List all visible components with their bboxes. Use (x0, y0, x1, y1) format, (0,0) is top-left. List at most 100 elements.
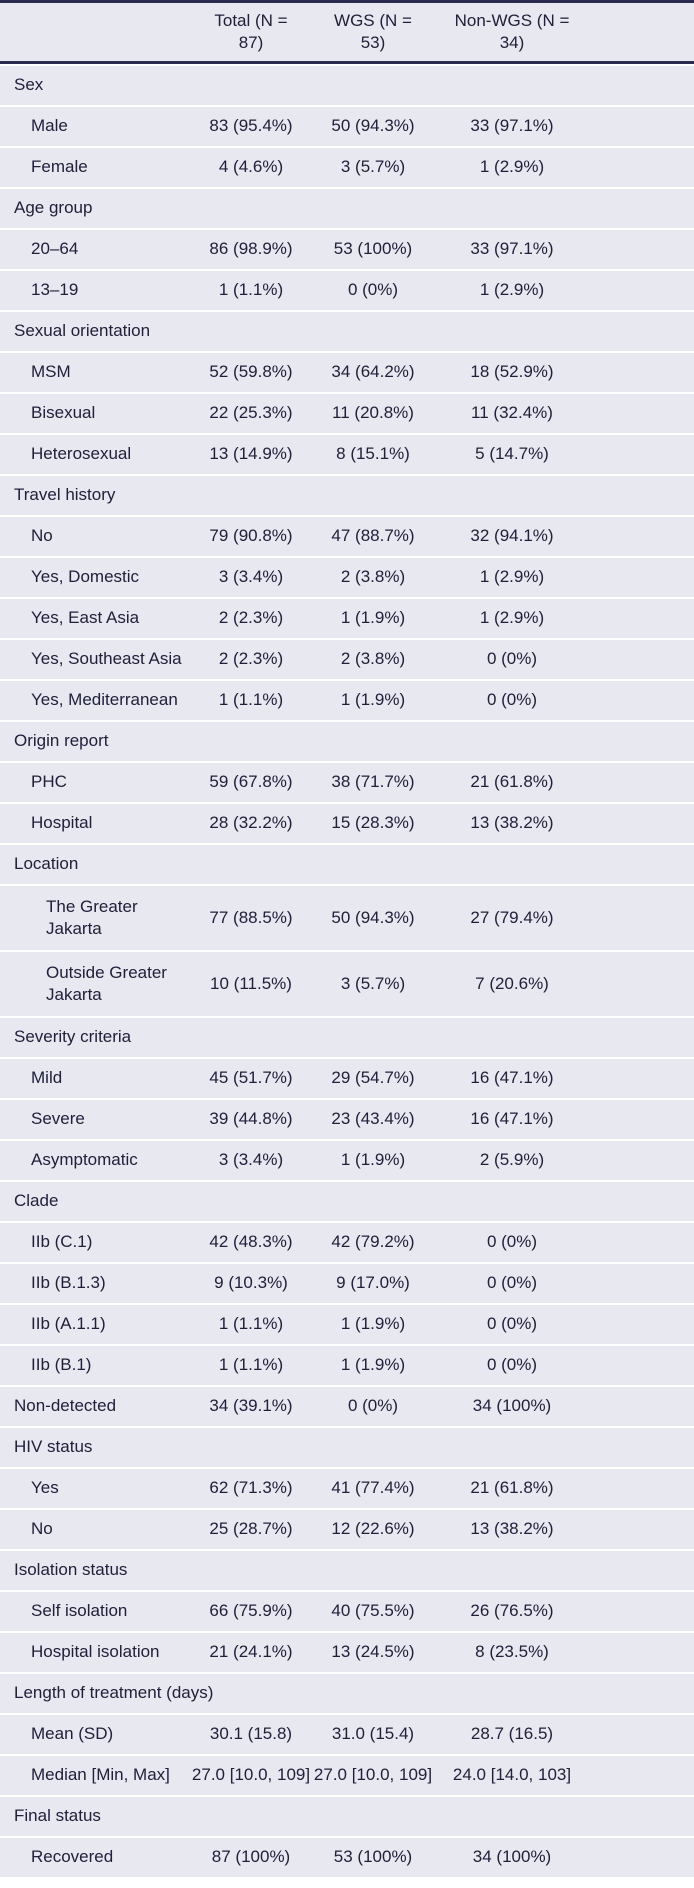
row-label: Heterosexual (31, 444, 132, 464)
cell-value: 0 (0%) (486, 1232, 538, 1252)
cell-value: 33 (97.1%) (470, 116, 554, 136)
row-label: Origin report (14, 731, 109, 751)
cell-value: 2 (5.9%) (479, 1150, 545, 1170)
row-label: Sexual orientation (14, 321, 151, 341)
cell-value: 28 (32.2%) (209, 813, 293, 833)
cell-value: 50 (94.3%) (331, 116, 415, 136)
group-row: Sex (0, 66, 694, 105)
data-row: Yes, Mediterranean 1 (1.1%) 1 (1.9%) 0 (0%) (0, 681, 694, 720)
cell-value: 79 (90.8%) (209, 526, 293, 546)
cell-value: 23 (43.4%) (331, 1109, 415, 1129)
row-label: Bisexual (31, 403, 96, 423)
cell-value: 24.0 [14.0, 103] (452, 1765, 572, 1785)
row-label: Yes (31, 1478, 59, 1498)
cell-value: 13 (14.9%) (209, 444, 293, 464)
group-row: Clade (0, 1182, 694, 1221)
cell-value: 1 (2.9%) (479, 567, 545, 587)
data-row: Asymptomatic 3 (3.4%) 1 (1.9%) 2 (5.9%) (0, 1141, 694, 1180)
group-row: Origin report (0, 722, 694, 761)
row-label: Yes, Southeast Asia (31, 649, 182, 669)
cell-value: 2 (3.8%) (340, 567, 406, 587)
row-label: Yes, Mediterranean (31, 690, 178, 710)
cell-value: 77 (88.5%) (209, 907, 293, 927)
cell-value: 31.0 (15.4) (331, 1724, 415, 1744)
cell-value: 16 (47.1%) (470, 1109, 554, 1129)
data-row: The Greater Jakarta 77 (88.5%) 50 (94.3%) 2… (0, 886, 694, 950)
data-row: Mild 45 (51.7%) 29 (54.7%) 16 (47.1%) (0, 1059, 694, 1098)
cell-value: 21 (24.1%) (209, 1642, 293, 1662)
data-row: IIb (B.1) 1 (1.1%) 1 (1.9%) 0 (0%) (0, 1346, 694, 1385)
cell-value: 1 (2.9%) (479, 280, 545, 300)
cell-value: 29 (54.7%) (331, 1068, 415, 1088)
group-row: HIV status (0, 1428, 694, 1467)
data-row: MSM 52 (59.8%) 34 (64.2%) 18 (52.9%) (0, 353, 694, 392)
data-row: 13–19 1 (1.1%) 0 (0%) 1 (2.9%) (0, 271, 694, 310)
cell-value: 27.0 [10.0, 109] (191, 1765, 311, 1785)
row-label: No (31, 526, 53, 546)
data-row: Hospital isolation 21 (24.1%) 13 (24.5%) 8 … (0, 1633, 694, 1672)
row-label: 13–19 (31, 280, 79, 300)
data-row: Non-detected 34 (39.1%) 0 (0%) 34 (100%) (0, 1387, 694, 1426)
table-header-row: Total (N = 87) WGS (N = 53) Non-WGS (N = 3… (0, 0, 694, 64)
row-label: MSM (31, 362, 71, 382)
cell-value: 10 (11.5%) (210, 973, 292, 993)
data-row: Female 4 (4.6%) 3 (5.7%) 1 (2.9%) (0, 148, 694, 187)
cell-value: 9 (17.0%) (336, 1273, 410, 1293)
data-row: IIb (B.1.3) 9 (10.3%) 9 (17.0%) 0 (0%) (0, 1264, 694, 1303)
cell-value: 1 (1.9%) (340, 608, 406, 628)
cell-value: 1 (2.9%) (479, 157, 545, 177)
cell-value: 1 (2.9%) (479, 608, 545, 628)
cell-value: 28.7 (16.5) (470, 1724, 554, 1744)
group-row: Sexual orientation (0, 312, 694, 351)
column-header: Non-WGS (N = 34) (454, 10, 570, 52)
cell-value: 40 (75.5%) (331, 1601, 415, 1621)
data-row: Median [Min, Max] 27.0 [10.0, 109] 27.0 [1… (0, 1756, 694, 1795)
row-label: Male (31, 116, 68, 136)
cell-value: 13 (38.2%) (470, 813, 554, 833)
group-row: Age group (0, 189, 694, 228)
cell-value: 11 (20.8%) (332, 403, 414, 423)
data-row: IIb (A.1.1) 1 (1.1%) 1 (1.9%) 0 (0%) (0, 1305, 694, 1344)
row-label: Sex (14, 75, 44, 95)
row-label: IIb (A.1.1) (31, 1314, 106, 1334)
cell-value: 4 (4.6%) (218, 157, 284, 177)
cell-value: 25 (28.7%) (209, 1519, 293, 1539)
data-row: Yes, Southeast Asia 2 (2.3%) 2 (3.8%) 0 (0%… (0, 640, 694, 679)
cell-value: 21 (61.8%) (470, 1478, 554, 1498)
row-label: Recovered (31, 1847, 114, 1867)
cell-value: 52 (59.8%) (209, 362, 293, 382)
cell-value: 30.1 (15.8) (209, 1724, 293, 1744)
row-label: IIb (B.1) (31, 1355, 92, 1375)
cell-value: 1 (1.9%) (340, 1150, 406, 1170)
data-row: Bisexual 22 (25.3%) 11 (20.8%) 11 (32.4%) (0, 394, 694, 433)
row-label: The Greater Jakarta (46, 896, 138, 938)
data-row: Yes, Domestic 3 (3.4%) 2 (3.8%) 1 (2.9%) (0, 558, 694, 597)
row-label: Non-detected (14, 1396, 117, 1416)
row-label: IIb (C.1) (31, 1232, 93, 1252)
cell-value: 15 (28.3%) (331, 813, 415, 833)
cell-value: 1 (1.1%) (218, 690, 284, 710)
column-header: Total (N = 87) (214, 10, 288, 52)
row-label: Yes, East Asia (31, 608, 140, 628)
row-label: Self isolation (31, 1601, 128, 1621)
cell-value: 13 (38.2%) (470, 1519, 554, 1539)
cell-value: 0 (0%) (347, 280, 399, 300)
group-row: Isolation status (0, 1551, 694, 1590)
cell-value: 34 (100%) (472, 1847, 552, 1867)
data-row: IIb (C.1) 42 (48.3%) 42 (79.2%) 0 (0%) (0, 1223, 694, 1262)
column-header: WGS (N = 53) (334, 10, 412, 52)
cell-value: 1 (1.9%) (340, 1355, 406, 1375)
row-label: Length of treatment (days) (14, 1683, 214, 1703)
cell-value: 0 (0%) (486, 649, 538, 669)
cell-value: 3 (3.4%) (218, 1150, 284, 1170)
row-label: Asymptomatic (31, 1150, 138, 1170)
row-label: Yes, Domestic (31, 567, 140, 587)
cell-value: 0 (0%) (347, 1396, 399, 1416)
data-row: Heterosexual 13 (14.9%) 8 (15.1%) 5 (14.7%) (0, 435, 694, 474)
cell-value: 33 (97.1%) (470, 239, 554, 259)
cell-value: 1 (1.1%) (218, 1355, 284, 1375)
row-label: Severity criteria (14, 1027, 132, 1047)
group-row: Travel history (0, 476, 694, 515)
cell-value: 1 (1.9%) (340, 1314, 406, 1334)
data-row: No 79 (90.8%) 47 (88.7%) 32 (94.1%) (0, 517, 694, 556)
